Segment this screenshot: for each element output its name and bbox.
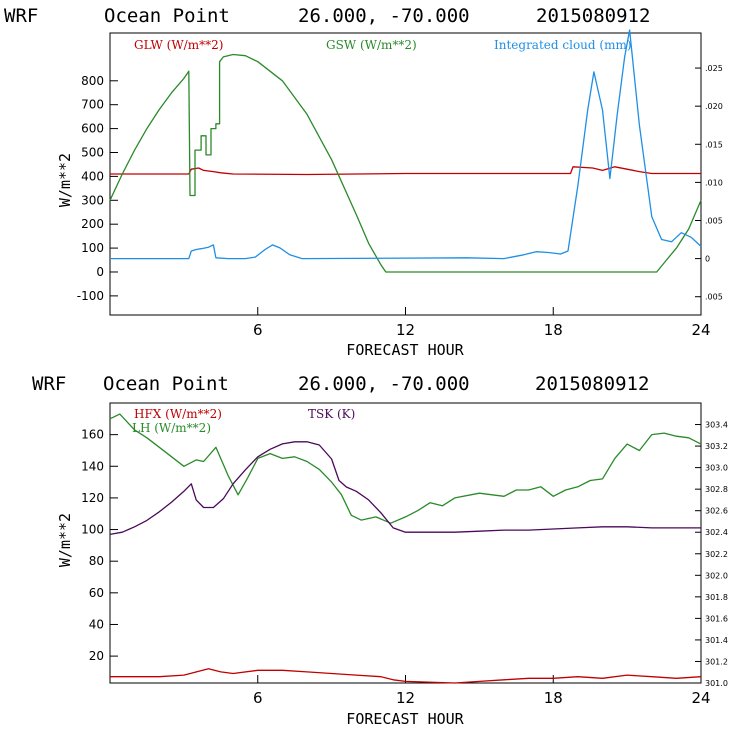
- y2-tick-label: 0: [705, 255, 710, 264]
- series-line-glw: [110, 166, 701, 176]
- axis-ticks: 6 12 18 24 -100 0 100 200 300 400 500 600 700 800 .005…: [77, 64, 723, 339]
- axis-ticks: 6 12 18 24 20 40 60 80 100 120 140 160 301.0 301.2 301…: [81, 421, 728, 707]
- panel-title-model: WRF: [32, 373, 66, 395]
- x-tick-label: 18: [544, 689, 563, 707]
- y-tick-label: 20: [89, 649, 104, 663]
- y-axis-label: W/m**2: [56, 153, 74, 207]
- series-line-tsk: [109, 441, 701, 536]
- y2-tick-label: 302.0: [705, 571, 728, 580]
- y-tick-label: 160: [81, 428, 104, 442]
- flux-panel: WRF Ocean Point 26.000, -70.000 20150809…: [32, 373, 728, 728]
- panel-title-coords: 26.000, -70.000: [298, 373, 470, 395]
- series-line-lh: [109, 413, 702, 524]
- y2-tick-label: .010: [705, 178, 723, 187]
- y2-tick-label: 301.2: [705, 657, 728, 666]
- panel-title-coords: 26.000, -70.000: [298, 5, 470, 27]
- y-tick-label: 40: [89, 617, 104, 631]
- y2-tick-label: 302.8: [705, 485, 728, 494]
- series-lines: [109, 29, 702, 273]
- y-tick-label: 600: [81, 122, 104, 136]
- y2-tick-label: .020: [705, 102, 723, 111]
- legend-gsw: GSW (W/m**2): [326, 38, 417, 52]
- x-axis-label: FORECAST HOUR: [346, 341, 464, 359]
- panel-title-location: Ocean Point: [104, 5, 230, 27]
- x-tick-label: 24: [691, 321, 710, 339]
- y-tick-label: 140: [81, 459, 104, 473]
- y-axis-label: W/m**2: [56, 513, 74, 567]
- y-tick-label: 100: [81, 241, 104, 255]
- y2-tick-label: 301.4: [705, 636, 728, 645]
- y2-tick-label: .025: [705, 64, 723, 73]
- panel-title-location: Ocean Point: [103, 373, 229, 395]
- y2-tick-label: 302.6: [705, 507, 728, 516]
- x-tick-label: 12: [396, 689, 415, 707]
- y-tick-label: 300: [81, 193, 104, 207]
- y-tick-label: 500: [81, 145, 104, 159]
- series-line-hfx: [110, 668, 702, 684]
- series-line-gsw: [109, 53, 702, 273]
- y-tick-label: 200: [81, 217, 104, 231]
- x-tick-label: 24: [691, 689, 710, 707]
- legend-glw: GLW (W/m**2): [134, 38, 223, 52]
- y2-tick-label: 302.4: [705, 528, 728, 537]
- y-tick-label: 100: [81, 523, 104, 537]
- y2-tick-label: 303.0: [705, 464, 728, 473]
- y-tick-label: 120: [81, 491, 104, 505]
- y-tick-label: 700: [81, 98, 104, 112]
- panel-title-date: 2015080912: [535, 373, 649, 395]
- y2-tick-label: 303.4: [705, 421, 728, 430]
- y2-tick-label: 301.8: [705, 593, 728, 602]
- series-line-integrated-cloud: [110, 29, 702, 260]
- y2-tick-label: 301.6: [705, 614, 728, 623]
- y2-tick-label: 303.2: [705, 442, 728, 451]
- legend-tsk: TSK (K): [308, 407, 355, 421]
- y2-tick-label: .005: [705, 293, 723, 302]
- x-tick-label: 12: [396, 321, 415, 339]
- y-tick-label: 400: [81, 169, 104, 183]
- y-tick-label: 0: [96, 265, 104, 279]
- panel-title-date: 2015080912: [536, 5, 650, 27]
- y-tick-label: -100: [77, 289, 104, 303]
- radiation-panel: WRF Ocean Point 26.000, -70.000 20150809…: [4, 5, 723, 359]
- x-tick-label: 6: [253, 689, 263, 707]
- legend-hfx: HFX (W/m**2): [134, 407, 222, 421]
- x-axis-label: FORECAST HOUR: [346, 710, 464, 728]
- y2-tick-label: .015: [705, 140, 723, 149]
- series-lines: [109, 413, 702, 684]
- legend-lh: LH (W/m**2): [132, 421, 211, 435]
- panel-title-model: WRF: [4, 5, 38, 27]
- plot-frame: [109, 402, 702, 684]
- y2-tick-label: 301.0: [705, 679, 728, 688]
- y2-tick-label: .005: [705, 216, 723, 225]
- x-tick-label: 18: [544, 321, 563, 339]
- y-tick-label: 60: [89, 586, 104, 600]
- legend-cloud: Integrated cloud (mm): [494, 38, 632, 52]
- y-tick-label: 800: [81, 74, 104, 88]
- y2-tick-label: 302.2: [705, 550, 728, 559]
- x-tick-label: 6: [253, 321, 263, 339]
- y-tick-label: 80: [89, 554, 104, 568]
